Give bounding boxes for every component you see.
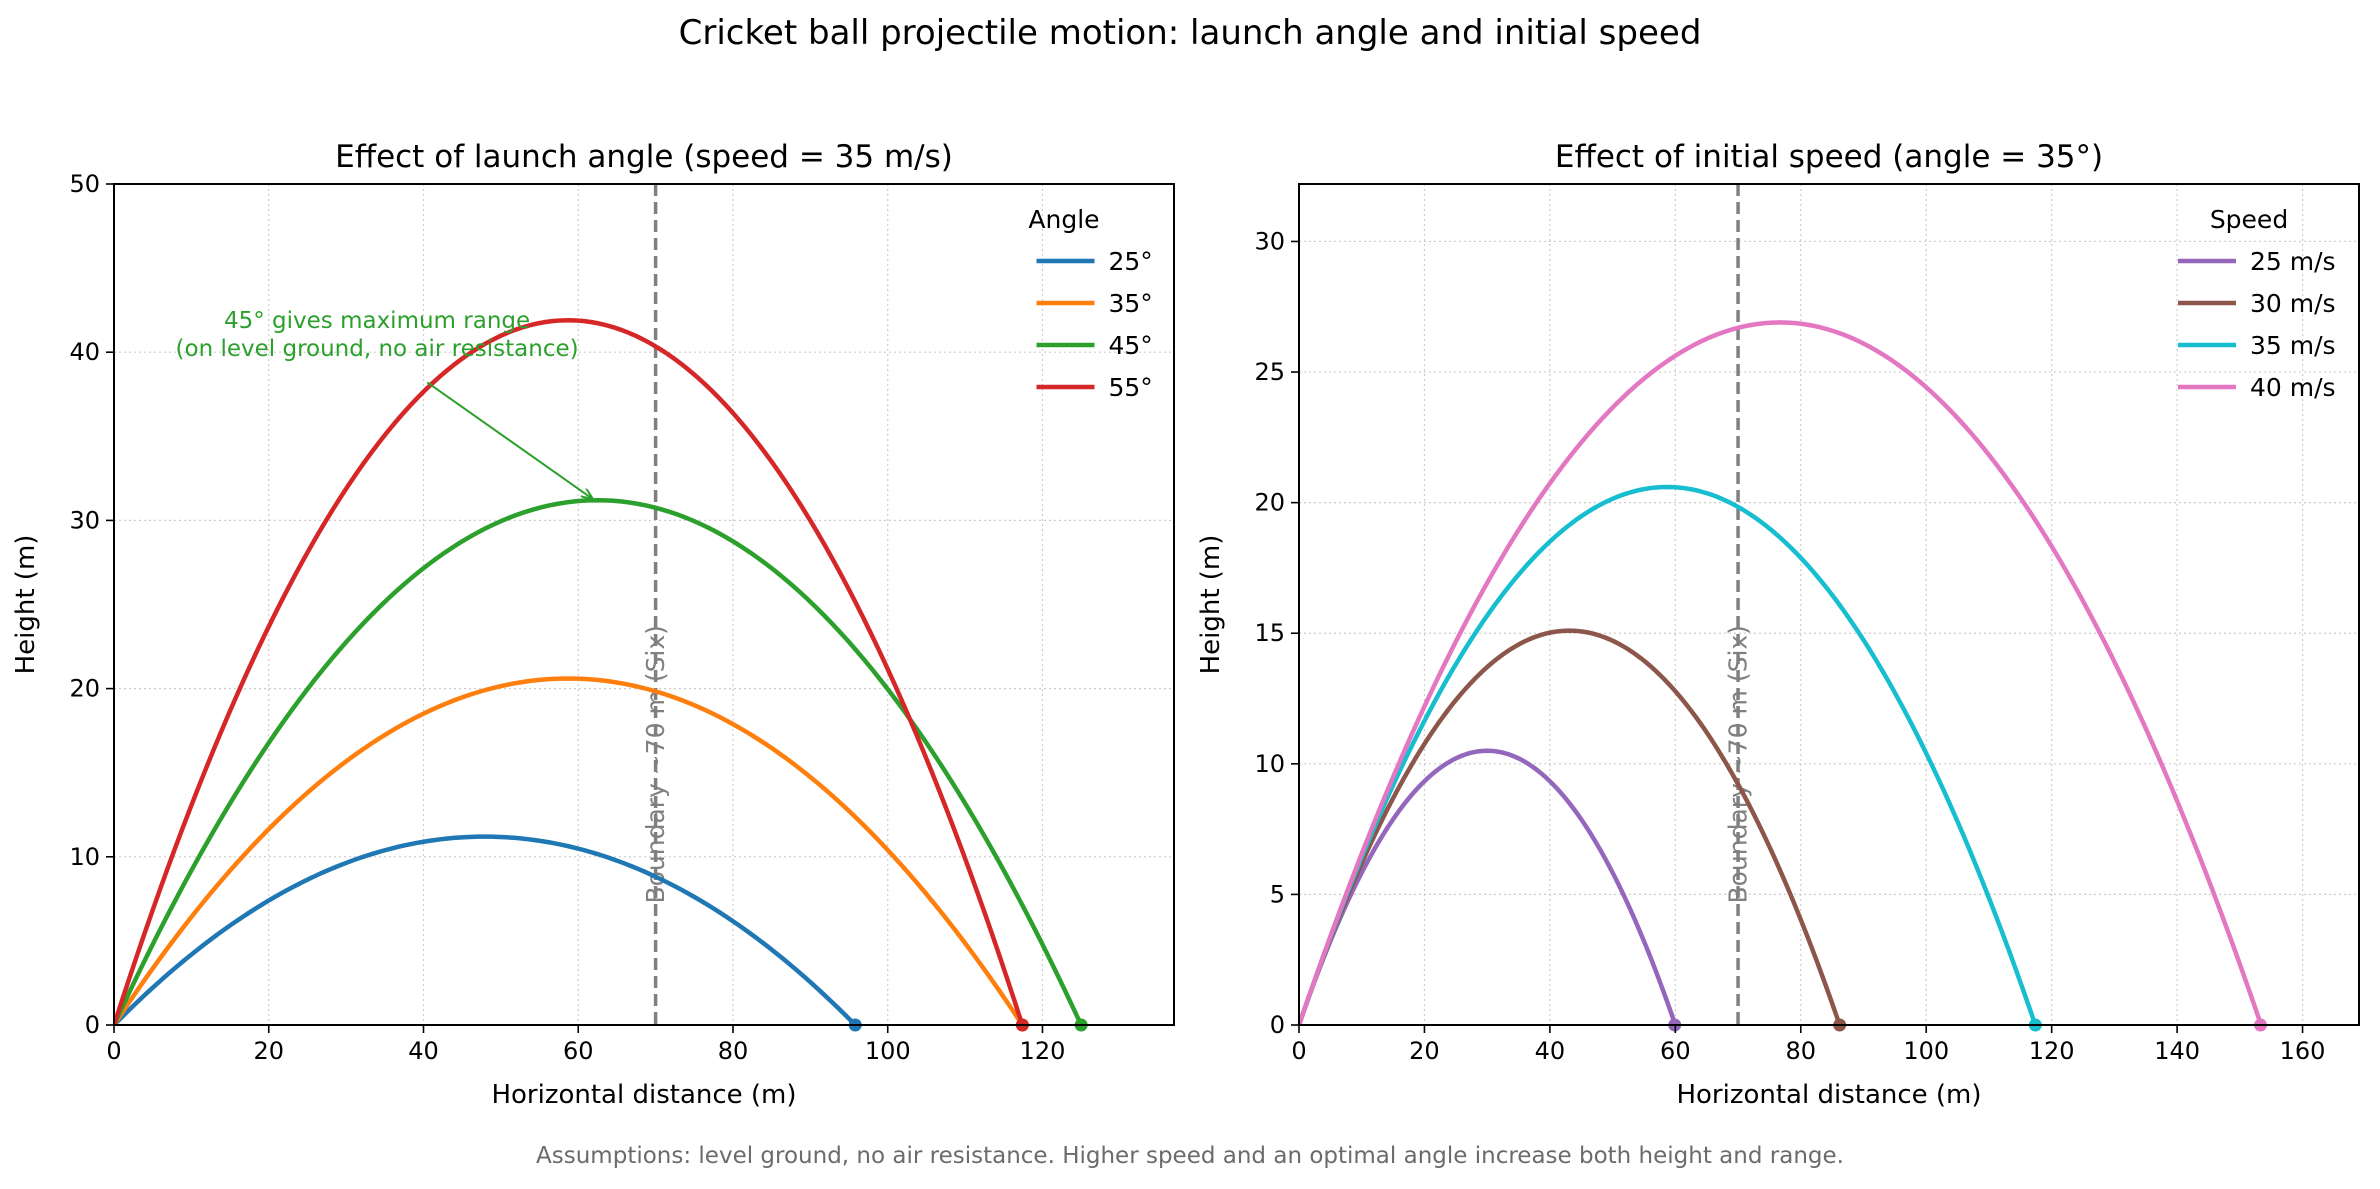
legend-entry: 35° bbox=[1109, 289, 1153, 318]
chart-title: Effect of initial speed (angle = 35°) bbox=[1555, 139, 2103, 175]
legend-title: Angle bbox=[1028, 205, 1099, 234]
y-tick-label: 30 bbox=[1254, 227, 1285, 255]
x-tick-label: 20 bbox=[1409, 1037, 1440, 1065]
x-tick-label: 120 bbox=[1020, 1037, 1066, 1065]
legend-title: Speed bbox=[2210, 205, 2288, 234]
axes-frame bbox=[113, 183, 1175, 1026]
x-tick-label: 80 bbox=[718, 1037, 749, 1065]
legend-entry: 30 m/s bbox=[2250, 289, 2336, 318]
x-tick-label: 100 bbox=[865, 1037, 911, 1065]
chart-panel-launch-angle: Boundary ~70 m (Six) 45° gives maximum ra… bbox=[11, 139, 1175, 1110]
legend-entry: 40 m/s bbox=[2250, 373, 2336, 402]
x-tick-label: 160 bbox=[2280, 1037, 2326, 1065]
y-tick-label: 50 bbox=[69, 170, 100, 198]
series-line-25 bbox=[114, 834, 857, 1025]
x-tick-label: 40 bbox=[408, 1037, 439, 1065]
series-line-30ms bbox=[1299, 628, 1842, 1025]
x-tick-label: 60 bbox=[563, 1037, 594, 1065]
y-axis-label: Height (m) bbox=[11, 535, 41, 675]
legend-entry: 55° bbox=[1109, 373, 1153, 402]
x-tick-label: 40 bbox=[1535, 1037, 1566, 1065]
y-tick-label: 25 bbox=[1254, 358, 1285, 386]
x-tick-label: 0 bbox=[106, 1037, 121, 1065]
series-line-35 bbox=[114, 676, 1025, 1025]
series-line-40ms bbox=[1299, 320, 2263, 1025]
legend-entry: 45° bbox=[1109, 331, 1153, 360]
series-line-45 bbox=[114, 497, 1084, 1025]
x-tick-label: 80 bbox=[1786, 1037, 1817, 1065]
legend-entry: 35 m/s bbox=[2250, 331, 2336, 360]
series-line-25ms bbox=[1299, 748, 1677, 1025]
chart-panel-initial-speed: Boundary ~70 m (Six)0 20 40 60 80 100 120 140 16… bbox=[1196, 139, 2360, 1110]
y-tick-label: 0 bbox=[85, 1011, 100, 1039]
axes-frame bbox=[1298, 183, 2360, 1026]
y-tick-label: 20 bbox=[1254, 489, 1285, 517]
y-tick-label: 15 bbox=[1254, 619, 1285, 647]
y-tick-label: 30 bbox=[69, 506, 100, 534]
figure-footnote: Assumptions: level ground, no air resist… bbox=[536, 1143, 1844, 1169]
series-line-35ms bbox=[1299, 484, 2038, 1025]
y-tick-label: 5 bbox=[1270, 880, 1285, 908]
x-tick-label: 60 bbox=[1660, 1037, 1691, 1065]
x-tick-label: 20 bbox=[253, 1037, 284, 1065]
x-tick-label: 140 bbox=[2154, 1037, 2200, 1065]
series-line-55 bbox=[114, 317, 1025, 1025]
x-axis-label: Horizontal distance (m) bbox=[491, 1080, 796, 1110]
y-tick-label: 0 bbox=[1270, 1011, 1285, 1039]
annotation-arrow bbox=[426, 381, 592, 498]
x-axis-label: Horizontal distance (m) bbox=[1676, 1080, 1981, 1110]
x-tick-label: 100 bbox=[1903, 1037, 1949, 1065]
boundary-label: Boundary ~70 m (Six) bbox=[641, 625, 670, 903]
figure-suptitle: Cricket ball projectile motion: launch a… bbox=[679, 13, 1702, 53]
y-tick-label: 10 bbox=[1254, 750, 1285, 778]
y-tick-label: 20 bbox=[69, 675, 100, 703]
y-tick-label: 10 bbox=[69, 843, 100, 871]
legend-entry: 25 m/s bbox=[2250, 247, 2336, 276]
y-axis-label: Height (m) bbox=[1196, 535, 1226, 675]
annotation-text: 45° gives maximum range bbox=[224, 308, 530, 334]
x-tick-label: 120 bbox=[2029, 1037, 2075, 1065]
legend-entry: 25° bbox=[1109, 247, 1153, 276]
chart-title: Effect of launch angle (speed = 35 m/s) bbox=[335, 139, 953, 175]
y-tick-label: 40 bbox=[69, 338, 100, 366]
x-tick-label: 0 bbox=[1291, 1037, 1306, 1065]
annotation-text: (on level ground, no air resistance) bbox=[176, 336, 579, 362]
